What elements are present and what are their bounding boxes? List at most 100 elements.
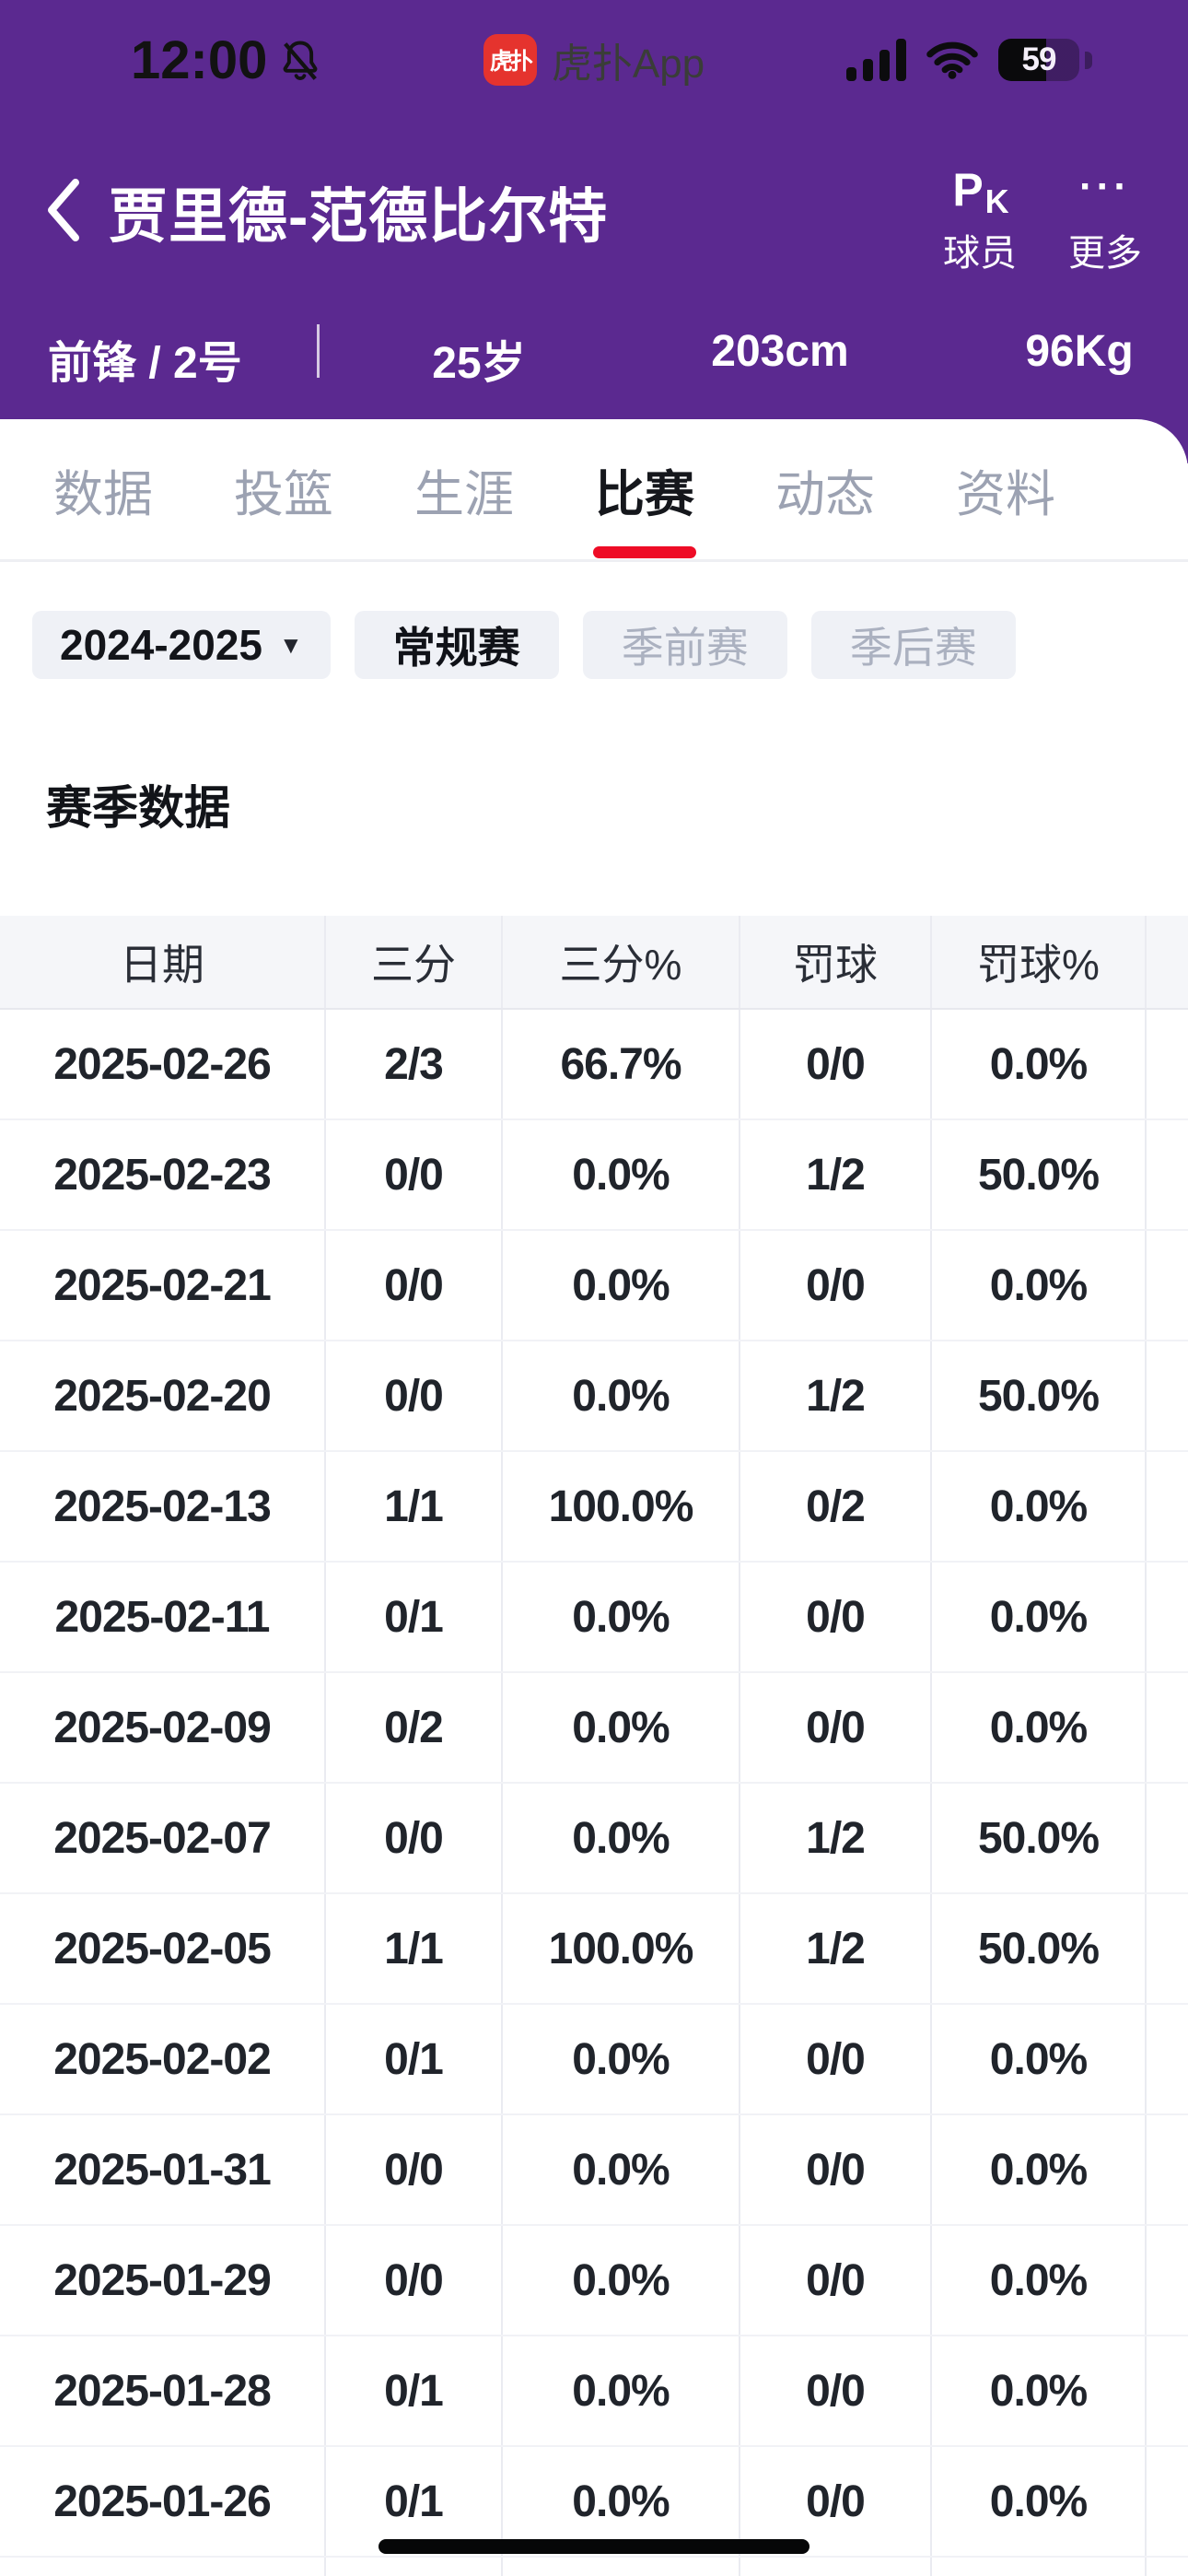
cell-date: 2025-01-29 xyxy=(0,2226,326,2335)
battery-level: 59 xyxy=(1021,41,1057,77)
tab-data[interactable]: 数据 xyxy=(53,466,153,522)
cell-date: 2025-02-05 xyxy=(0,1894,326,2003)
cell-next-column-sliver xyxy=(1147,1120,1188,1229)
cell-ft-pct: 0.0% xyxy=(932,1563,1147,1671)
cell-ft-pct: 0.0% xyxy=(932,2558,1147,2576)
cell-three: 1/1 xyxy=(326,1452,503,1561)
section-title: 赛季数据 xyxy=(46,782,230,834)
cell-date: 2025-02-11 xyxy=(0,1563,326,1671)
cell-ft: 0/0 xyxy=(740,1563,932,1671)
table-row[interactable]: 2025-02-07 0/0 0.0% 1/2 50.0% xyxy=(0,1784,1188,1894)
header-ft-pct: 罚球% xyxy=(932,916,1147,1008)
table-row[interactable]: 2025-01-24 0/0 0.0% 0/0 0.0% xyxy=(0,2558,1188,2576)
table-row[interactable]: 2025-01-31 0/0 0.0% 0/0 0.0% xyxy=(0,2115,1188,2226)
cell-ft-pct: 0.0% xyxy=(932,2447,1147,2556)
cell-three-pct: 0.0% xyxy=(503,1784,740,1892)
status-indicators: 59 xyxy=(846,0,1092,120)
cell-three: 0/1 xyxy=(326,2005,503,2113)
filter-row: 2024-2025 ▼ 常规赛 季前赛 季后赛 xyxy=(32,611,1188,679)
table-row[interactable]: 2025-02-02 0/1 0.0% 0/0 0.0% xyxy=(0,2005,1188,2115)
cell-ft: 0/0 xyxy=(740,2336,932,2445)
table-header-row: 日期 三分 三分% 罚球 罚球% xyxy=(0,916,1188,1010)
tab-feed[interactable]: 动态 xyxy=(775,466,875,522)
cell-ft: 0/0 xyxy=(740,2226,932,2335)
status-bar: 12:00 虎扑 虎扑App 59 xyxy=(0,0,1188,120)
header-date: 日期 xyxy=(0,916,326,1008)
cell-date: 2025-02-02 xyxy=(0,2005,326,2113)
back-chevron-icon xyxy=(48,179,79,241)
cell-three-pct: 0.0% xyxy=(503,2558,740,2576)
cell-next-column-sliver xyxy=(1147,1010,1188,1118)
filter-playoffs[interactable]: 季后赛 xyxy=(810,611,1016,679)
table-row[interactable]: 2025-02-11 0/1 0.0% 0/0 0.0% xyxy=(0,1563,1188,1673)
app-name: 虎扑App xyxy=(551,41,705,87)
home-indicator[interactable] xyxy=(379,2539,809,2554)
cell-ft: 0/0 xyxy=(740,2115,932,2224)
cell-date: 2025-02-09 xyxy=(0,1673,326,1782)
cell-three-pct: 100.0% xyxy=(503,1452,740,1561)
player-height: 203cm xyxy=(711,327,849,376)
cell-date: 2025-01-24 xyxy=(0,2558,326,2576)
wifi-icon xyxy=(926,41,978,79)
cell-date: 2025-02-07 xyxy=(0,1784,326,1892)
cell-ft-pct: 0.0% xyxy=(932,2005,1147,2113)
back-button[interactable] xyxy=(39,175,98,245)
table-row[interactable]: 2025-01-28 0/1 0.0% 0/0 0.0% xyxy=(0,2336,1188,2447)
table-row[interactable]: 2025-01-29 0/0 0.0% 0/0 0.0% xyxy=(0,2226,1188,2336)
cell-three: 0/0 xyxy=(326,1231,503,1340)
cell-ft: 0/0 xyxy=(740,2005,932,2113)
battery-nub xyxy=(1085,51,1092,69)
player-weight: 96Kg xyxy=(1025,327,1134,376)
pk-label: 球员 xyxy=(943,233,1017,274)
table-inner: 日期 三分 三分% 罚球 罚球% 2025-02-26 2/3 66.7% 0/… xyxy=(0,916,1188,2576)
cell-ft: 1/2 xyxy=(740,1120,932,1229)
cell-ft: 0/0 xyxy=(740,2558,932,2576)
header-next-column-sliver xyxy=(1147,916,1188,1008)
filter-preseason[interactable]: 季前赛 xyxy=(582,611,787,679)
cell-date: 2025-02-23 xyxy=(0,1120,326,1229)
cell-next-column-sliver xyxy=(1147,2558,1188,2576)
cell-ft-pct: 50.0% xyxy=(932,1120,1147,1229)
cell-date: 2025-01-26 xyxy=(0,2447,326,2556)
tab-profile[interactable]: 资料 xyxy=(956,466,1055,522)
cell-ft-pct: 50.0% xyxy=(932,1784,1147,1892)
table-row[interactable]: 2025-02-21 0/0 0.0% 0/0 0.0% xyxy=(0,1231,1188,1341)
cell-next-column-sliver xyxy=(1147,2336,1188,2445)
cell-three-pct: 100.0% xyxy=(503,1894,740,2003)
cell-ft: 1/2 xyxy=(740,1784,932,1892)
cell-three: 0/0 xyxy=(326,2558,503,2576)
cell-ft-pct: 0.0% xyxy=(932,1231,1147,1340)
cell-ft: 1/2 xyxy=(740,1341,932,1450)
cell-ft-pct: 50.0% xyxy=(932,1894,1147,2003)
tab-games[interactable]: 比赛 xyxy=(593,419,696,559)
cell-next-column-sliver xyxy=(1147,1231,1188,1340)
cell-ft-pct: 50.0% xyxy=(932,1341,1147,1450)
cell-next-column-sliver xyxy=(1147,1673,1188,1782)
tab-career[interactable]: 生涯 xyxy=(414,466,514,522)
header-ft: 罚球 xyxy=(740,916,932,1008)
cell-ft: 0/0 xyxy=(740,2447,932,2556)
tab-bar: 数据 投篮 生涯 比赛 动态 资料 xyxy=(0,419,1188,562)
cell-next-column-sliver xyxy=(1147,1563,1188,1671)
table-row[interactable]: 2025-02-09 0/2 0.0% 0/0 0.0% xyxy=(0,1673,1188,1784)
table-row[interactable]: 2025-02-20 0/0 0.0% 1/2 50.0% xyxy=(0,1341,1188,1452)
cell-three-pct: 0.0% xyxy=(503,1563,740,1671)
player-compare-button[interactable]: PK 球员 xyxy=(925,164,1035,276)
cellular-signal-icon xyxy=(846,39,906,81)
tab-shooting[interactable]: 投篮 xyxy=(234,466,333,522)
season-stats-table[interactable]: 日期 三分 三分% 罚球 罚球% 2025-02-26 2/3 66.7% 0/… xyxy=(0,916,1188,2576)
cell-ft: 0/0 xyxy=(740,1673,932,1782)
cell-next-column-sliver xyxy=(1147,2115,1188,2224)
cell-three-pct: 0.0% xyxy=(503,1341,740,1450)
app-banner[interactable]: 虎扑 虎扑App xyxy=(0,0,1188,120)
table-row[interactable]: 2025-02-05 1/1 100.0% 1/2 50.0% xyxy=(0,1894,1188,2005)
table-row[interactable]: 2025-02-26 2/3 66.7% 0/0 0.0% xyxy=(0,1010,1188,1120)
more-button[interactable]: ··· 更多 xyxy=(1050,164,1160,276)
table-row[interactable]: 2025-02-23 0/0 0.0% 1/2 50.0% xyxy=(0,1120,1188,1231)
cell-date: 2025-02-21 xyxy=(0,1231,326,1340)
season-dropdown[interactable]: 2024-2025 ▼ xyxy=(32,611,331,679)
filter-regular-season[interactable]: 常规赛 xyxy=(354,611,559,679)
table-row[interactable]: 2025-02-13 1/1 100.0% 0/2 0.0% xyxy=(0,1452,1188,1563)
cell-three: 0/0 xyxy=(326,1341,503,1450)
